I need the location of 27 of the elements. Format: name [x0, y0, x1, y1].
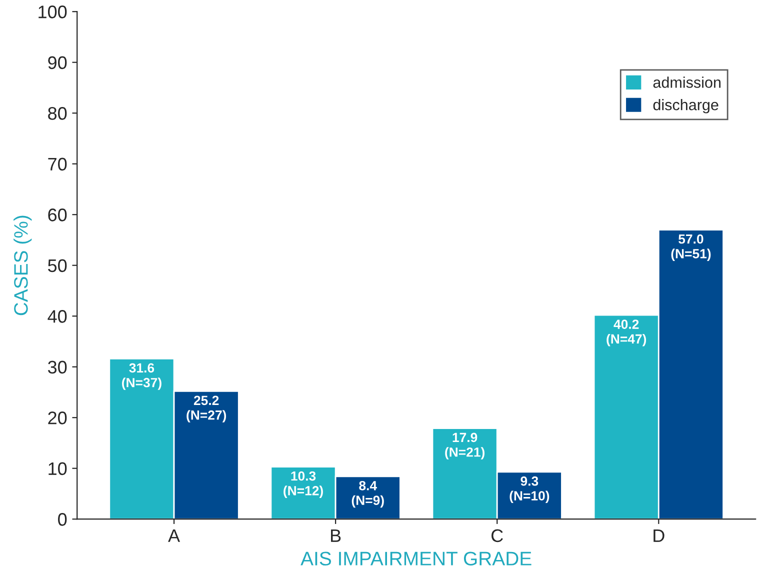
data-label: 31.6 (N=37) [122, 363, 162, 390]
y-tick-label: 10 [48, 462, 67, 476]
y-tick-label: 80 [48, 107, 67, 120]
y-tick-label: 90 [48, 56, 67, 70]
x-axis-title: AIS IMPAIRMENT GRADE [300, 552, 532, 566]
data-label: 9.3 (N=10) [510, 476, 550, 504]
y-tick-label: 30 [48, 360, 67, 374]
legend-label: discharge [653, 99, 718, 114]
x-tick-label: D [654, 529, 664, 542]
y-tick-label: 50 [48, 259, 67, 272]
y-tick-label: 40 [48, 310, 67, 323]
data-label: 57.0 (N=51) [671, 234, 711, 261]
data-label: 25.2 (N=27) [186, 396, 226, 422]
x-tick-label: C [492, 529, 503, 542]
data-label: 17.9 (N=21) [445, 432, 484, 460]
x-tick-label: A [168, 529, 180, 542]
y-tick-label: 70 [48, 158, 67, 171]
y-axis-title: CASES (%) [14, 216, 32, 316]
data-label: 8.4 (N=9) [352, 480, 384, 508]
y-tick-label: 0 [58, 513, 67, 526]
x-tick-label: B [331, 529, 341, 542]
data-label: 10.3 (N=12) [284, 471, 323, 498]
y-tick-label: 60 [48, 208, 67, 222]
y-tick-label: 20 [48, 412, 67, 424]
legend-label: admission [653, 76, 720, 88]
data-label: 40.2 (N=47) [606, 320, 646, 346]
y-tick-label: 100 [38, 6, 67, 18]
